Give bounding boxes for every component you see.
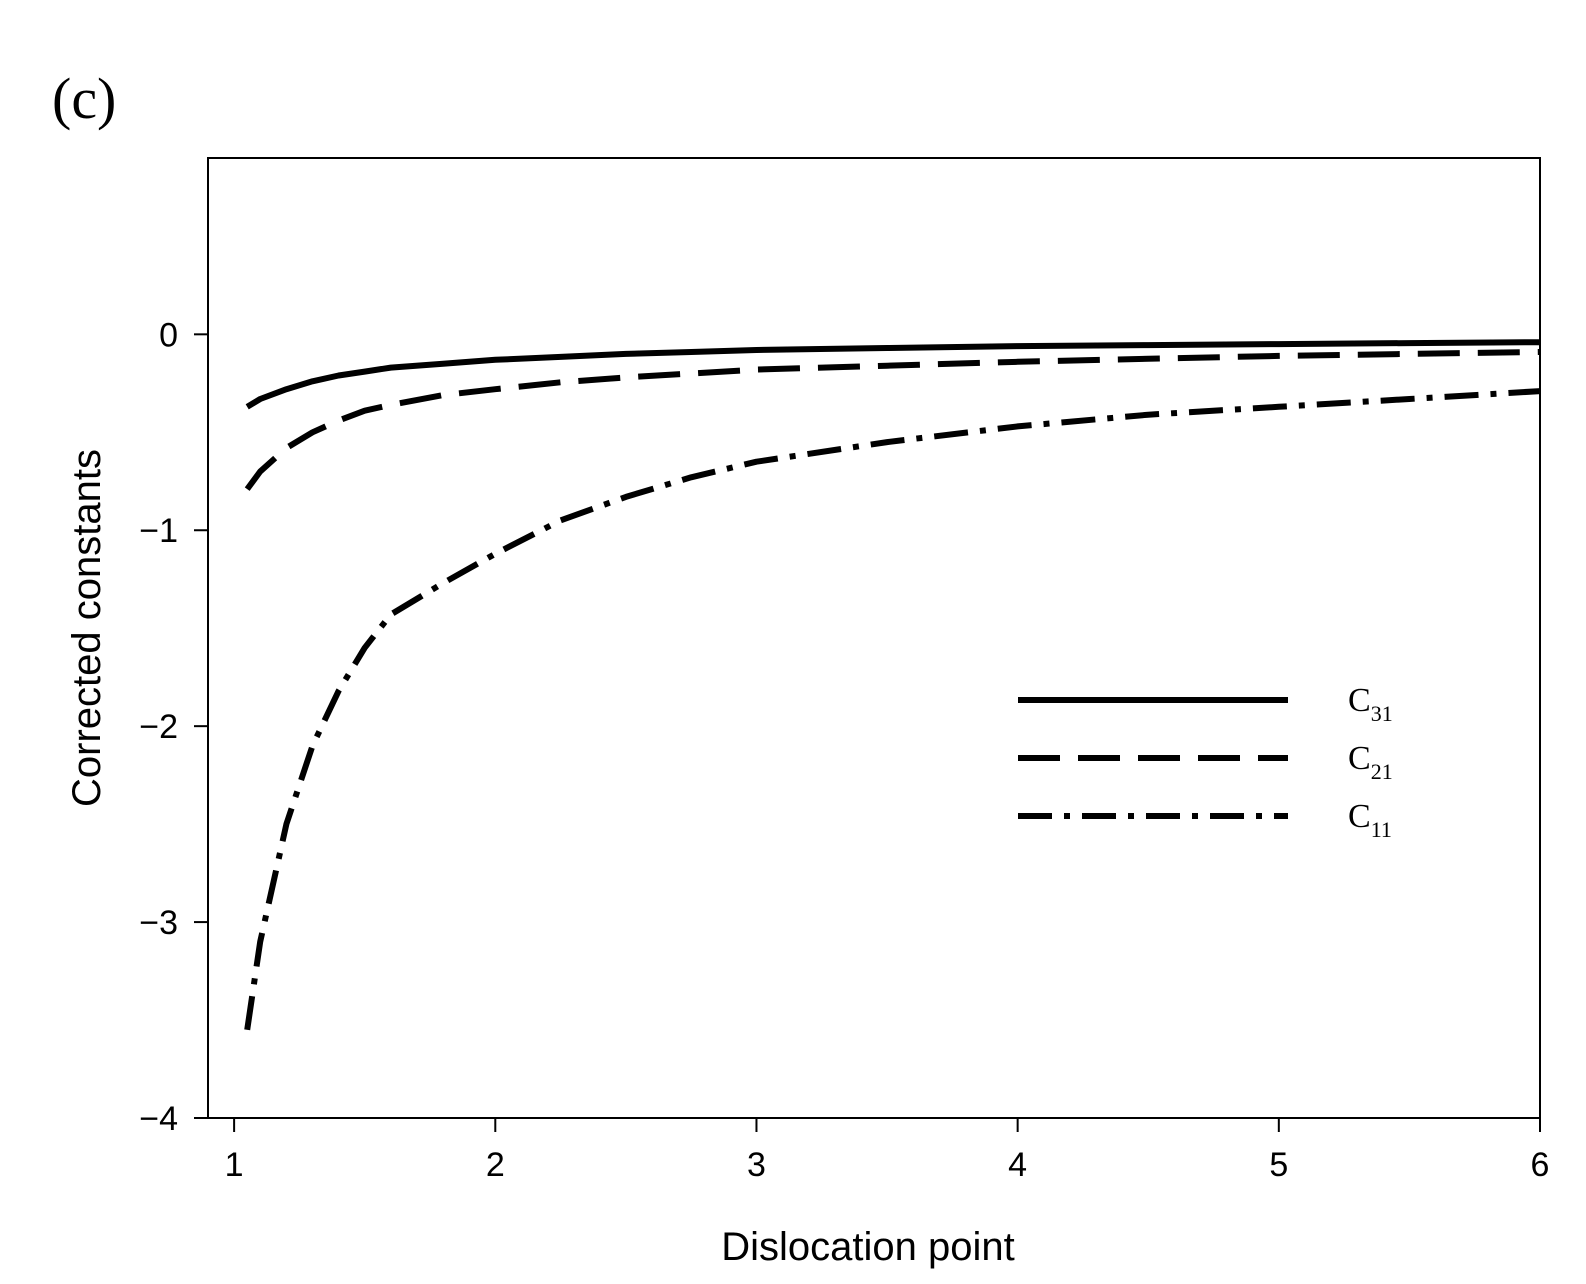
y-tick-label: −1	[139, 512, 178, 550]
panel-label: (c)	[52, 66, 116, 131]
x-axis-title: Dislocation point	[721, 1225, 1015, 1269]
y-tick-label: −4	[139, 1100, 178, 1138]
series-line-c31	[245, 339, 1541, 410]
series-line-c21	[244, 349, 1541, 491]
legend-label-c31: C31	[1348, 682, 1393, 726]
x-tick-label: 2	[486, 1146, 505, 1184]
legend: C31 C21 C11	[1018, 682, 1393, 842]
legend-label-c21: C21	[1348, 740, 1393, 784]
x-tick-label: 3	[747, 1146, 766, 1184]
y-tick-label: −2	[139, 708, 178, 746]
x-tick-label: 4	[1008, 1146, 1027, 1184]
legend-label-c11: C11	[1348, 798, 1392, 842]
y-tick-label: 0	[159, 316, 178, 354]
series-line-c11	[244, 388, 1541, 1031]
y-axis-title: Corrected constants	[65, 449, 109, 807]
x-tick-label: 6	[1531, 1146, 1550, 1184]
x-tick-label: 5	[1269, 1146, 1288, 1184]
y-tick-label: −3	[139, 904, 178, 942]
plot-frame	[207, 157, 1541, 1119]
x-tick-label: 1	[225, 1146, 244, 1184]
plot-area: 1 2 3 4 5 6 −4 −3 −2 −1 0	[139, 157, 1550, 1184]
